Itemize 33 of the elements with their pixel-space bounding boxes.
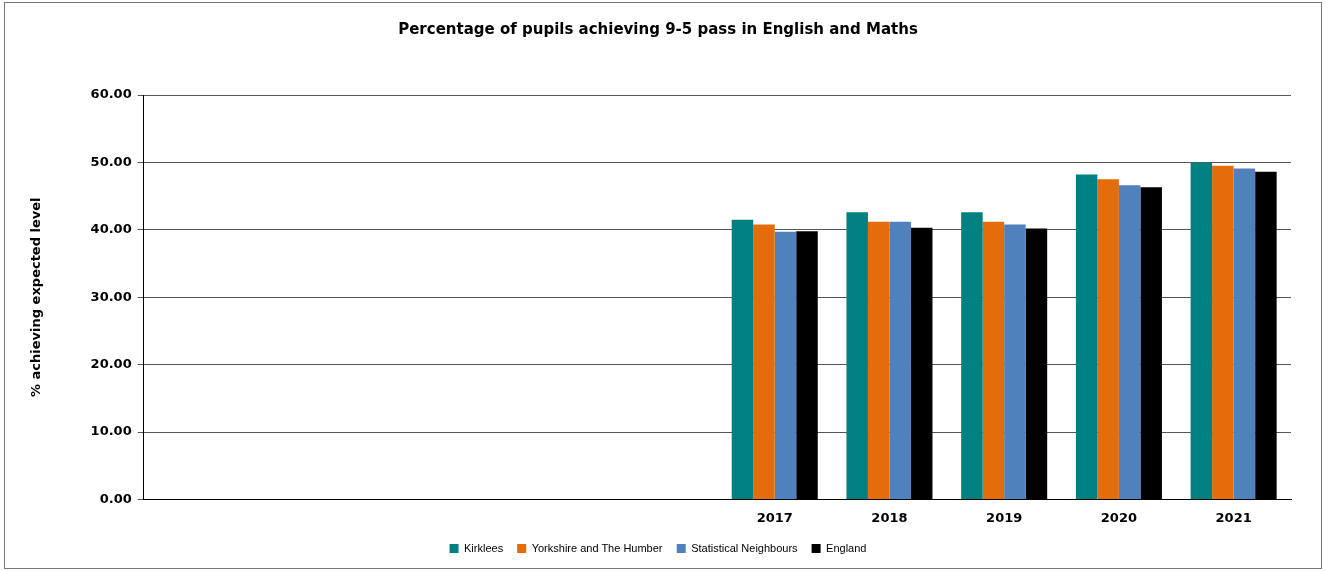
bar — [982, 221, 1005, 499]
bar — [1118, 185, 1141, 499]
x-tick-label: 2018 — [871, 509, 908, 525]
bar — [1190, 162, 1213, 499]
x-tick-label: 2019 — [986, 509, 1023, 525]
y-tick-label: 20.00 — [90, 355, 132, 371]
legend-label: Yorkshire and The Humber — [531, 541, 663, 554]
y-tick-label: 50.00 — [90, 153, 132, 169]
bar — [961, 212, 983, 499]
x-tick-label: 2020 — [1100, 509, 1137, 525]
bar — [1097, 179, 1119, 499]
bar — [774, 231, 797, 499]
x-tick-label: 2021 — [1215, 509, 1252, 525]
y-tick-label: 0.00 — [99, 490, 132, 506]
y-tick-label: 10.00 — [90, 423, 132, 439]
bar — [1233, 168, 1256, 499]
bar — [1075, 174, 1098, 499]
legend-label: Kirklees — [464, 541, 504, 554]
bar — [867, 221, 890, 499]
bar — [1212, 165, 1234, 499]
y-tick-label: 40.00 — [90, 221, 132, 237]
bar — [753, 224, 775, 499]
bar — [731, 219, 754, 499]
x-tick-label: 2017 — [756, 509, 793, 525]
legend-label: England — [826, 541, 867, 554]
bar — [889, 221, 911, 499]
bar — [1004, 224, 1026, 499]
legend-label: Statistical Neighbours — [691, 541, 799, 554]
y-tick-label: 30.00 — [90, 288, 132, 304]
y-tick-label: 60.00 — [90, 86, 132, 102]
y-axis-title: % achieving expected level — [28, 197, 44, 397]
chart-title: Percentage of pupils achieving 9-5 pass in English and Maths — [398, 19, 918, 38]
bar — [846, 212, 868, 499]
